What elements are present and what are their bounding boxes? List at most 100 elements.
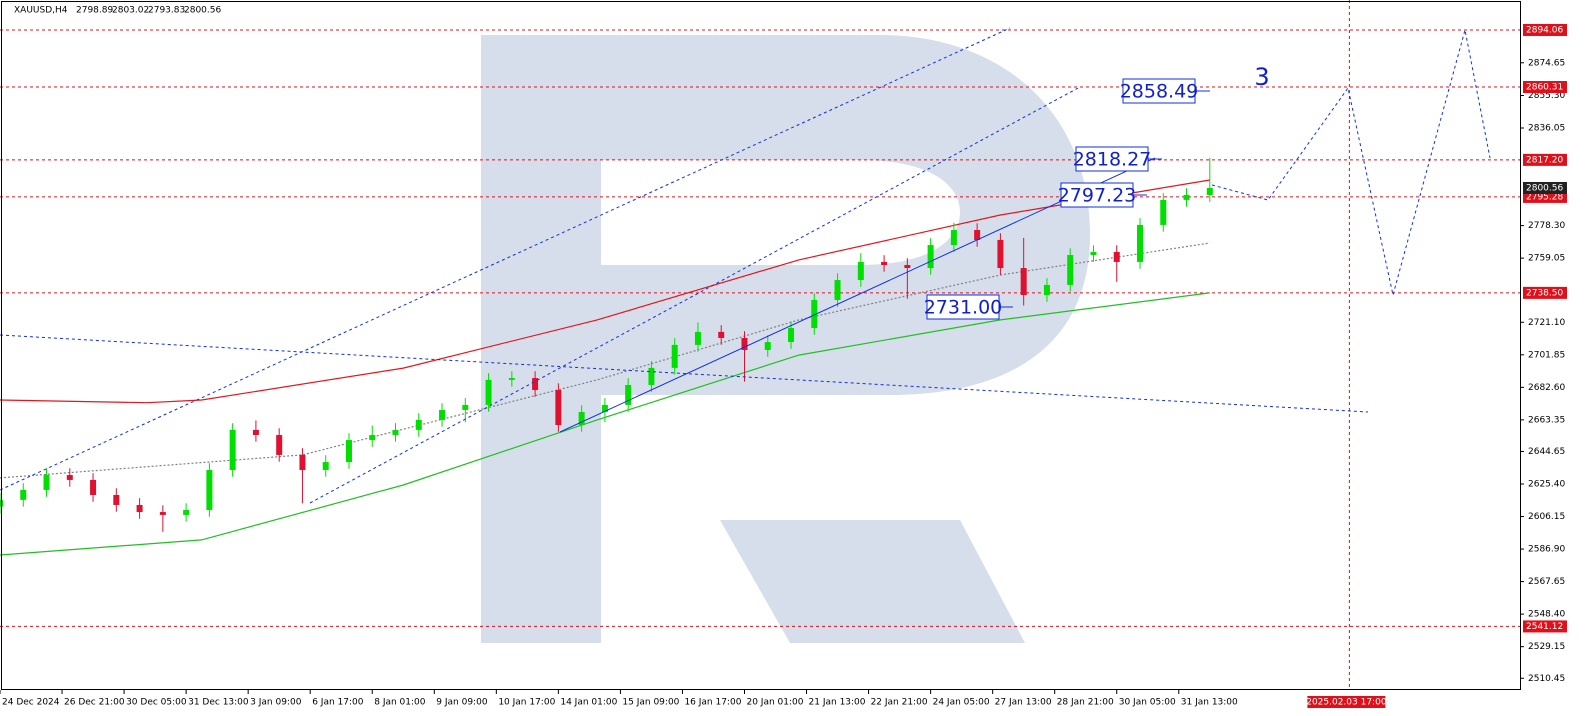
ohlc-high: 2803.02 xyxy=(112,6,149,16)
candle-body xyxy=(950,230,957,246)
candle-body xyxy=(648,367,655,385)
x-tick-label: 31 Jan 13:00 xyxy=(1181,698,1238,708)
x-tick-label: 10 Jan 17:00 xyxy=(498,698,555,708)
x-tick-label: 9 Jan 09:00 xyxy=(436,698,488,708)
plot xyxy=(0,0,1520,690)
level-label: 2795.28 xyxy=(1526,192,1563,202)
candle-body xyxy=(439,409,446,420)
candle-body xyxy=(508,378,515,380)
candle-body xyxy=(671,344,678,368)
candle-body xyxy=(369,434,376,441)
x-tick-label: 16 Jan 17:00 xyxy=(684,698,741,708)
label-box xyxy=(926,294,1000,320)
y-tick-label: 2855.30 xyxy=(1528,91,1565,101)
annotation: 2797.23 xyxy=(1058,185,1137,207)
x-tick-label: 14 Jan 01:00 xyxy=(560,698,617,708)
candle-body xyxy=(974,230,981,240)
x-tick-label: 15 Jan 09:00 xyxy=(622,698,679,708)
price-label: 2800.56 xyxy=(1526,183,1563,193)
y-tick-label: 2682.60 xyxy=(1528,383,1565,393)
y-tick-label: 2510.45 xyxy=(1528,674,1565,684)
plot-frame xyxy=(1,1,1521,690)
y-tick-label: 2874.65 xyxy=(1528,58,1565,68)
label-box xyxy=(1060,182,1134,208)
candle-body xyxy=(183,510,190,515)
level-label: 2541.12 xyxy=(1526,622,1563,632)
x-tick-label: 20 Jan 01:00 xyxy=(746,698,803,708)
x-tick-label: 27 Jan 13:00 xyxy=(995,698,1052,708)
candle-body xyxy=(1067,255,1074,285)
candle-body xyxy=(159,512,166,515)
candle-body xyxy=(113,494,120,505)
candle-body xyxy=(997,239,1004,269)
candle-body xyxy=(904,264,911,269)
x-tick-label: 26 Dec 21:00 xyxy=(64,698,125,708)
moving-average xyxy=(0,292,1210,556)
candle-body xyxy=(322,462,329,470)
drawings xyxy=(0,27,1491,504)
candle-body xyxy=(857,261,864,281)
candle-body xyxy=(555,390,562,426)
logo-leg xyxy=(720,520,1025,643)
annotations: 2858.49 2818.27 2797.23 2731.00 3 xyxy=(924,63,1270,320)
candle-body xyxy=(718,331,725,338)
candle-body xyxy=(1206,187,1213,196)
candle-body xyxy=(90,479,97,495)
trend-line xyxy=(0,334,1369,413)
y-tick-label: 2606.15 xyxy=(1528,512,1565,522)
y-tick-label: 2836.05 xyxy=(1528,124,1565,134)
candle-body xyxy=(881,261,888,265)
x-tick-label: 31 Dec 13:00 xyxy=(188,698,249,708)
y-tick-label: 2701.85 xyxy=(1528,350,1565,360)
vline-label-bg xyxy=(1307,696,1386,708)
y-tick-label: 2567.65 xyxy=(1528,577,1565,587)
wave-label: 3 xyxy=(1254,63,1269,91)
y-tick-label: 2778.30 xyxy=(1528,221,1565,231)
candle-body xyxy=(578,412,585,426)
price-label-bg xyxy=(1523,181,1567,194)
y-tick-label: 2625.40 xyxy=(1528,479,1565,489)
candle-body xyxy=(1113,251,1120,262)
candle-body xyxy=(834,280,841,300)
channel-line xyxy=(309,86,1081,504)
vline-label: 2025.02.03 17:00 xyxy=(1306,698,1387,708)
candle-body xyxy=(788,328,795,343)
trend-line xyxy=(559,157,1156,433)
candle-body xyxy=(299,454,306,470)
logo-stem xyxy=(481,35,601,643)
x-tick-label: 3 Jan 09:00 xyxy=(250,698,302,708)
symbol: XAUUSD,H4 xyxy=(14,6,68,16)
forecast-path xyxy=(1211,29,1491,296)
label-box xyxy=(1122,78,1196,104)
level-label: 2817.20 xyxy=(1526,155,1563,165)
y-tick-label: 2759.05 xyxy=(1528,254,1565,264)
candle-body xyxy=(392,429,399,435)
candle-body xyxy=(601,404,608,413)
x-tick-label: 24 Jan 05:00 xyxy=(933,698,990,708)
x-tick-label: 28 Jan 21:00 xyxy=(1057,698,1114,708)
candle-body xyxy=(229,429,236,470)
candle-body xyxy=(276,434,283,455)
level-label-bg xyxy=(1523,153,1567,166)
x-tick-label: 24 Dec 2024 xyxy=(2,698,60,708)
candle-body xyxy=(927,245,934,269)
candle-body xyxy=(741,337,748,350)
x-tick-label: 30 Jan 05:00 xyxy=(1119,698,1176,708)
y-tick-label: 2721.10 xyxy=(1528,318,1565,328)
candle-body xyxy=(415,419,422,430)
ohlc-open: 2798.89 xyxy=(76,6,113,16)
y-tick-label: 2663.35 xyxy=(1528,415,1565,425)
x-tick-label: 22 Jan 21:00 xyxy=(871,698,928,708)
y-tick-label: 2644.65 xyxy=(1528,447,1565,457)
candle-body xyxy=(20,489,27,500)
y-tick-label: 2586.90 xyxy=(1528,545,1565,555)
level-label-bg xyxy=(1523,620,1567,633)
level-label-bg xyxy=(1523,286,1567,299)
annotation: 2731.00 xyxy=(924,297,1003,319)
candle-body xyxy=(625,384,632,405)
candle-body xyxy=(811,299,818,329)
label-box xyxy=(1075,146,1149,172)
moving-average xyxy=(0,179,1210,404)
